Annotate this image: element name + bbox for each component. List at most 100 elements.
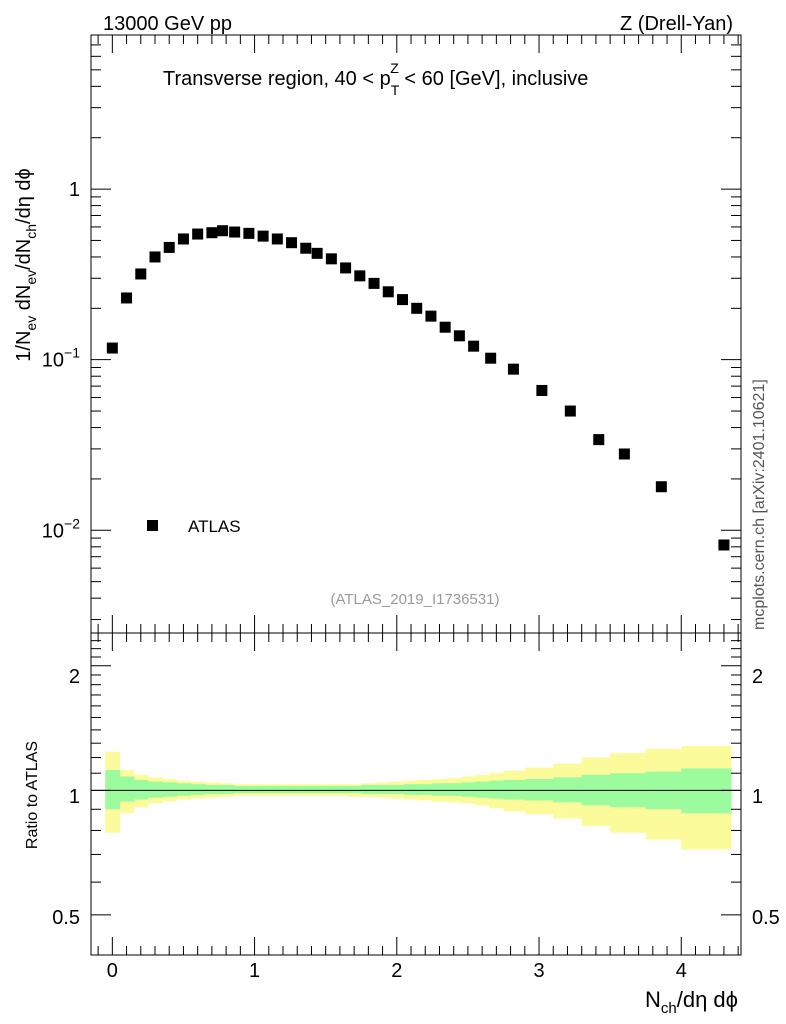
data-point <box>655 481 667 493</box>
data-point <box>311 247 323 259</box>
main-title: Transverse region, 40 < pTZ < 60 [GeV], … <box>163 60 588 98</box>
ratio-band-stat <box>204 785 220 794</box>
ratio-ytick-label-1-right: 1 <box>752 786 763 808</box>
data-point <box>121 292 133 304</box>
data-point <box>206 227 218 239</box>
header-left-label: 13000 GeV pp <box>103 13 232 35</box>
legend: ATLAS <box>147 517 241 536</box>
legend-label: ATLAS <box>188 517 241 536</box>
data-point <box>507 363 519 375</box>
ratio-band-stat <box>460 782 476 797</box>
main-ytick-label-1: 1 <box>69 179 80 201</box>
ratio-band-stat <box>119 776 135 802</box>
main-ylabel: 1/Nev dNev/dNch/dη dϕ <box>13 168 39 361</box>
ratio-band-stat <box>418 784 433 795</box>
ratio-band-stat <box>375 785 391 794</box>
data-point <box>439 321 451 333</box>
main-data-points <box>106 225 730 551</box>
data-point <box>192 228 204 240</box>
ratio-band-stat <box>475 781 490 798</box>
data-point <box>271 233 283 245</box>
xtick-label-2: 2 <box>391 960 402 982</box>
ratio-band-stat <box>275 785 291 794</box>
main-panel: Transverse region, 40 < pTZ < 60 [GeV], … <box>13 34 742 634</box>
ratio-panel: Ratio to ATLAS 2 1 0.5 2 1 0.5 0 1 2 3 4… <box>24 632 780 1017</box>
ratio-band-stat <box>304 785 320 794</box>
ratio-axis-ticks <box>91 633 741 956</box>
data-point <box>325 253 337 265</box>
data-point <box>536 384 548 396</box>
main-ytick-label-0.1: 10−1 <box>42 345 80 372</box>
data-point <box>149 251 161 263</box>
ratio-band-stat <box>318 785 334 794</box>
ratio-ytick-label-1-left: 1 <box>69 786 80 808</box>
data-point <box>106 342 118 354</box>
data-point <box>217 225 229 237</box>
ratio-band-stat <box>147 781 163 798</box>
header-right-label: Z (Drell-Yan) <box>620 13 733 35</box>
ratio-frame <box>90 632 742 956</box>
analysis-watermark: (ATLAS_2019_I1736531) <box>330 591 499 608</box>
ratio-ytick-label-2-left: 2 <box>69 666 80 688</box>
xlabel: Nch/dη dϕ <box>645 987 738 1017</box>
data-point <box>411 302 423 314</box>
main-ytick-label-0.01: 10−2 <box>42 515 80 542</box>
ratio-bands <box>105 745 732 850</box>
ratio-band-stat <box>432 783 448 796</box>
data-point <box>257 230 269 242</box>
ratio-band-stat <box>162 782 177 797</box>
ratio-band-stat <box>176 783 192 796</box>
legend-marker <box>147 520 158 531</box>
data-point <box>425 310 437 322</box>
ratio-band-stat <box>361 785 376 794</box>
ratio-ylabel: Ratio to ATLAS <box>24 741 41 849</box>
data-point <box>177 233 189 245</box>
ratio-band-stat <box>133 779 149 800</box>
main-frame <box>90 34 742 634</box>
data-point <box>485 352 497 364</box>
ratio-band-stat <box>190 784 206 795</box>
ratio-band-stat <box>389 785 405 794</box>
ratio-band-stat <box>332 785 348 794</box>
ratio-band-stat <box>219 785 234 794</box>
ratio-band-stat <box>233 785 248 794</box>
ratio-band-stat <box>347 785 362 794</box>
data-point <box>718 539 730 551</box>
xtick-label-1: 1 <box>249 960 260 982</box>
main-axis-ticks <box>91 34 741 633</box>
ratio-band-stat <box>446 783 462 796</box>
xtick-label-4: 4 <box>676 960 687 982</box>
ratio-band-stat <box>261 785 277 794</box>
ratio-ytick-label-2-right: 2 <box>752 666 763 688</box>
ratio-band-stat <box>503 779 526 800</box>
data-point <box>564 405 576 417</box>
data-point <box>300 242 312 254</box>
xtick-label-0: 0 <box>107 960 118 982</box>
data-point <box>593 434 605 446</box>
data-point <box>368 277 380 289</box>
ratio-band-stat <box>403 784 419 795</box>
data-point <box>163 241 175 253</box>
data-point <box>618 448 630 460</box>
xtick-label-3: 3 <box>533 960 544 982</box>
data-point <box>243 227 255 239</box>
data-point <box>229 226 241 238</box>
ratio-band-stat <box>681 768 732 814</box>
side-credit-label: mcplots.cern.ch [arXiv:2401.10621] <box>751 379 768 630</box>
data-point <box>382 286 394 298</box>
data-point <box>340 262 352 274</box>
ratio-ytick-label-0.5-left: 0.5 <box>52 907 80 929</box>
data-point <box>453 330 465 342</box>
ratio-band-stat <box>290 785 305 794</box>
data-point <box>468 340 480 352</box>
ratio-ytick-label-0.5-right: 0.5 <box>752 907 780 929</box>
data-point <box>135 268 147 280</box>
ratio-band-stat <box>489 780 504 799</box>
ratio-band-stat <box>247 785 263 794</box>
data-point <box>286 237 298 249</box>
data-point <box>354 270 366 282</box>
ratio-band-stat <box>105 769 120 810</box>
ratio-band-stat <box>524 779 554 801</box>
data-point <box>396 294 408 306</box>
